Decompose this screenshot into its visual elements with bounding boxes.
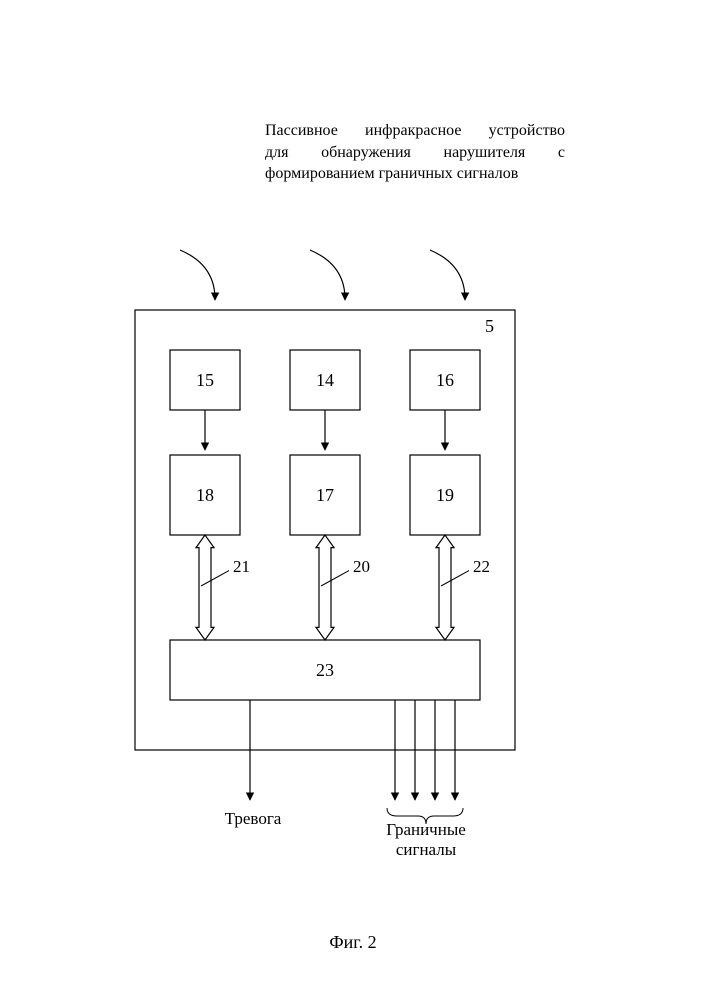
boundary-label-2: сигналы: [396, 840, 457, 859]
svg-text:19: 19: [436, 485, 454, 505]
svg-text:20: 20: [353, 557, 370, 576]
svg-text:23: 23: [316, 660, 334, 680]
figure-caption: Фиг. 2: [329, 932, 376, 952]
boundary-label-1: Граничные: [386, 820, 466, 839]
svg-text:17: 17: [316, 485, 334, 505]
svg-text:14: 14: [316, 370, 334, 390]
outer-box-label: 5: [485, 316, 494, 336]
svg-text:22: 22: [473, 557, 490, 576]
diagram-svg: 5 15 14 16 18 17 19 23 21 20 22 Тревога Граничныесиг…: [0, 0, 707, 1000]
svg-text:15: 15: [196, 370, 214, 390]
svg-text:21: 21: [233, 557, 250, 576]
svg-text:18: 18: [196, 485, 214, 505]
page: Пассивное инфракрасное устройство для об…: [0, 0, 707, 1000]
svg-text:16: 16: [436, 370, 454, 390]
alarm-label: Тревога: [225, 809, 282, 828]
